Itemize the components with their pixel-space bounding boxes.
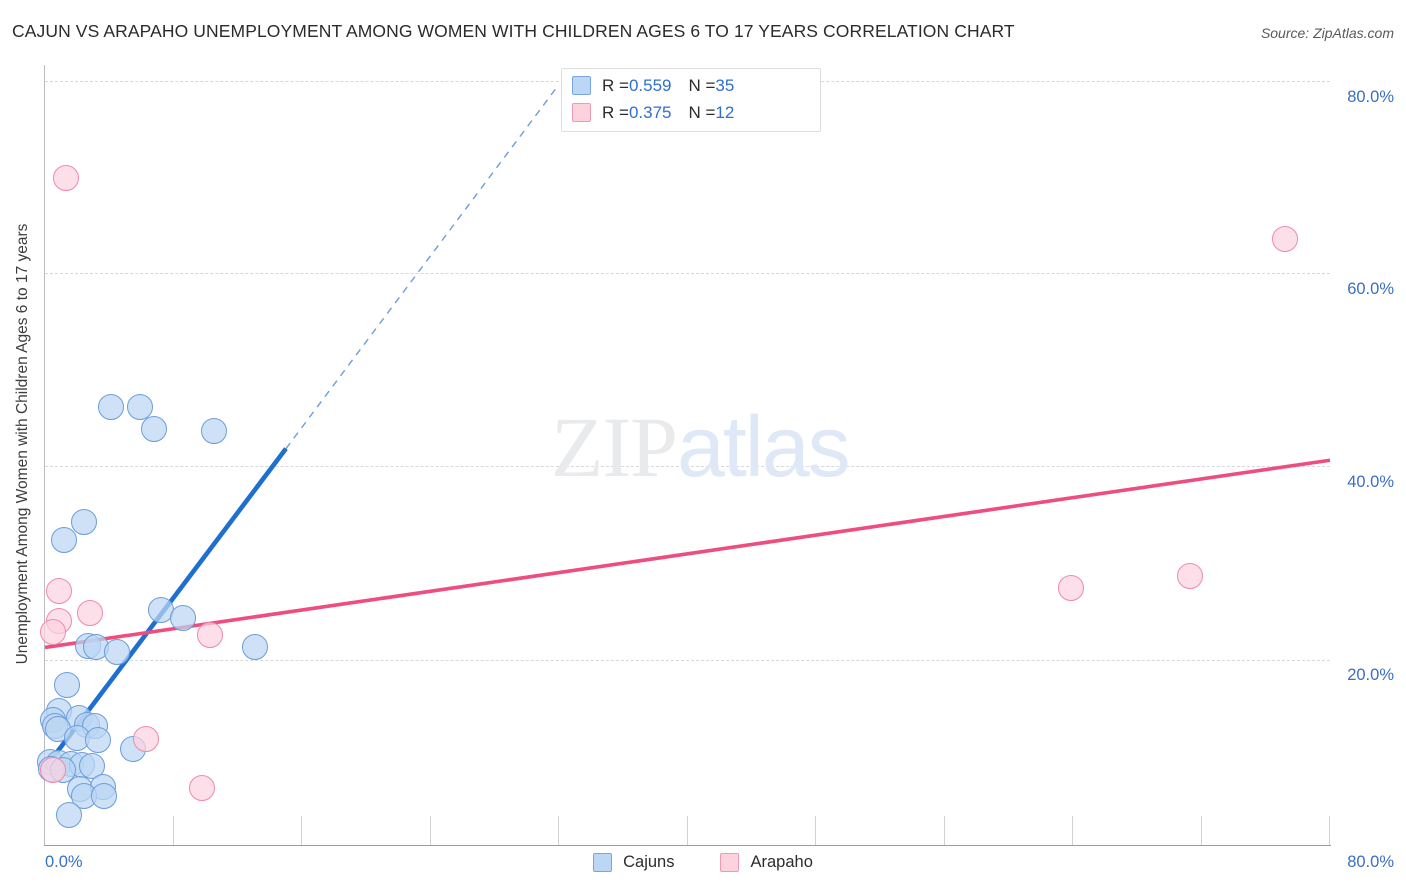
y-tick-label-80: 80.0% (1347, 88, 1394, 106)
page-title: CAJUN VS ARAPAHO UNEMPLOYMENT AMONG WOME… (12, 21, 1015, 41)
x-tick-mark (687, 816, 688, 845)
data-point-cajuns[interactable] (70, 509, 97, 535)
legend-swatch-cajuns (593, 853, 613, 872)
data-point-arapaho[interactable] (52, 164, 79, 191)
gridline-60 (45, 273, 1330, 274)
data-point-cajuns[interactable] (141, 416, 168, 443)
legend-swatch-arapaho (720, 853, 740, 872)
x-axis-line (44, 845, 1331, 846)
data-point-cajuns[interactable] (85, 727, 111, 754)
data-point-cajuns[interactable] (200, 418, 227, 445)
correlation-stats-box: R = 0.559 N = 35 R = 0.375 N = 12 (561, 68, 821, 132)
stats-r-label-cajuns: R = (602, 75, 629, 95)
data-point-arapaho[interactable] (40, 619, 67, 645)
x-tick-mark (173, 816, 174, 845)
x-tick-label-min: 0.0% (45, 853, 83, 871)
data-point-cajuns[interactable] (242, 634, 269, 661)
x-tick-mark (944, 816, 945, 845)
y-axis-title: Unemployment Among Women with Children A… (14, 223, 31, 665)
stats-n-value-cajuns: 35 (715, 75, 735, 95)
data-point-arapaho[interactable] (133, 726, 160, 753)
x-tick-mark (430, 816, 431, 845)
gridline-40 (45, 466, 1330, 467)
stats-row-cajuns: R = 0.559 N = 35 (572, 72, 734, 99)
stats-r-value-arapaho: 0.375 (628, 102, 672, 122)
x-tick-mark (558, 816, 559, 845)
data-point-cajuns[interactable] (91, 783, 118, 810)
x-tick-mark (1329, 816, 1330, 845)
x-tick-mark (301, 816, 302, 845)
data-point-arapaho[interactable] (76, 599, 103, 626)
data-point-cajuns[interactable] (97, 394, 124, 421)
data-point-cajuns[interactable] (51, 527, 78, 554)
legend-label-cajuns: Cajuns (623, 853, 675, 871)
source-attribution: Source: ZipAtlas.com (1260, 25, 1394, 41)
x-tick-mark (1072, 816, 1073, 845)
data-point-cajuns[interactable] (147, 596, 174, 623)
gridline-20 (45, 660, 1330, 661)
series-legend: Cajuns Arapaho (0, 853, 1406, 872)
stats-r-label-arapaho: R = (602, 102, 629, 122)
data-point-arapaho[interactable] (197, 621, 224, 648)
data-point-arapaho[interactable] (46, 578, 73, 605)
stats-r-value-cajuns: 0.559 (628, 75, 672, 95)
legend-item-cajuns[interactable]: Cajuns (593, 853, 674, 872)
legend-label-arapaho: Arapaho (750, 853, 813, 871)
stats-row-arapaho: R = 0.375 N = 12 (572, 99, 734, 126)
stats-swatch-arapaho (572, 103, 591, 122)
y-tick-label-20: 20.0% (1347, 666, 1394, 684)
data-point-arapaho[interactable] (1058, 574, 1085, 601)
legend-item-arapaho[interactable]: Arapaho (720, 853, 813, 872)
data-point-cajuns[interactable] (54, 672, 81, 699)
data-point-cajuns[interactable] (170, 604, 197, 631)
x-tick-mark (815, 816, 816, 845)
stats-n-label-arapaho: N = (688, 102, 716, 122)
y-tick-label-40: 40.0% (1347, 473, 1394, 491)
data-point-arapaho[interactable] (189, 775, 216, 802)
data-point-cajuns[interactable] (104, 639, 131, 666)
data-point-cajuns[interactable] (56, 802, 83, 829)
x-tick-label-max: 80.0% (1347, 853, 1394, 871)
stats-n-value-arapaho: 12 (715, 102, 735, 122)
stats-n-label-cajuns: N = (688, 75, 716, 95)
plot-area (45, 65, 1330, 845)
data-point-arapaho[interactable] (1177, 563, 1204, 590)
y-tick-label-60: 60.0% (1347, 280, 1394, 298)
data-point-arapaho[interactable] (40, 757, 67, 783)
stats-swatch-cajuns (572, 76, 591, 95)
data-point-cajuns[interactable] (126, 394, 153, 421)
data-point-arapaho[interactable] (1272, 226, 1299, 253)
x-tick-mark (1201, 816, 1202, 845)
